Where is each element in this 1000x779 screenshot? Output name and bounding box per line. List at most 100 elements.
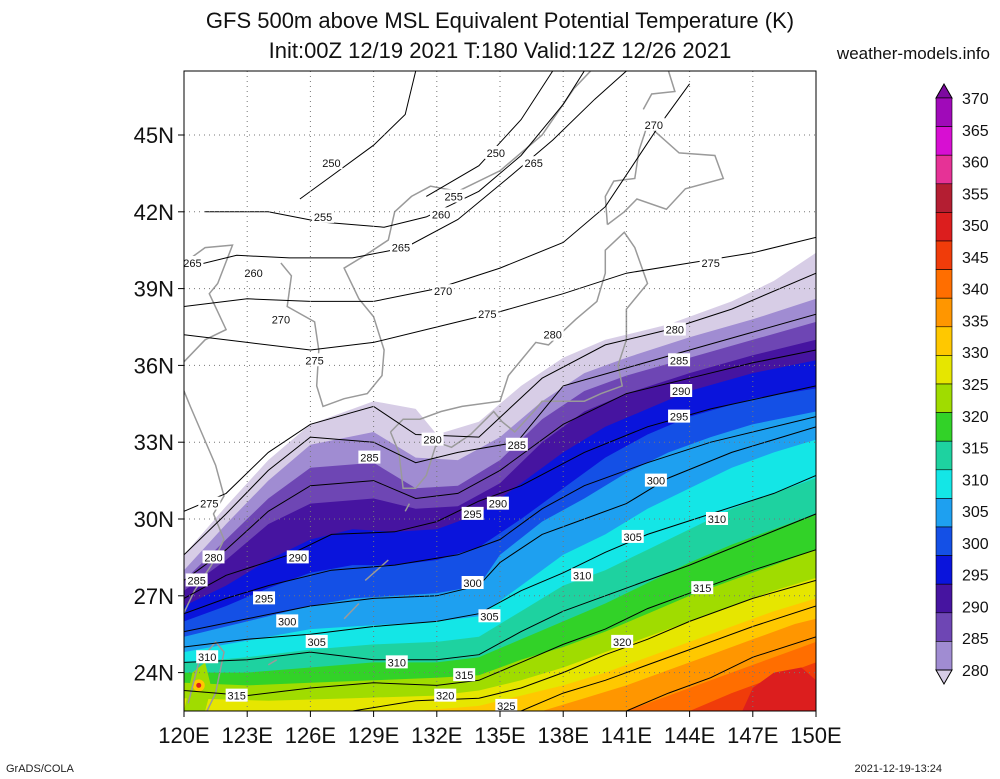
contour-label: 300 xyxy=(461,576,484,590)
contour-label: 290 xyxy=(286,550,309,564)
contour-label-text: 295 xyxy=(463,509,481,521)
contour-label: 280 xyxy=(663,322,686,337)
contour-label: 310 xyxy=(571,568,594,582)
contour-label: 265 xyxy=(389,240,412,255)
contour-line xyxy=(184,313,816,556)
colorbar-label: 350 xyxy=(962,218,989,235)
contour-label-text: 315 xyxy=(227,691,245,703)
contour-label-text: 300 xyxy=(278,616,296,628)
contour-label-text: 270 xyxy=(434,286,452,298)
contour-label: 305 xyxy=(621,529,644,544)
contour-label: 275 xyxy=(699,256,722,270)
colorbar-segment xyxy=(935,269,953,299)
contour-label-text: 290 xyxy=(672,386,690,398)
contour-label-text: 305 xyxy=(480,611,498,623)
colorbar-label: 285 xyxy=(962,631,989,648)
colorbar-segment xyxy=(935,440,953,471)
contour-label: 260 xyxy=(430,207,453,221)
contour-label: 310 xyxy=(196,650,219,664)
contour-label: 300 xyxy=(276,614,299,628)
contour-label: 300 xyxy=(644,473,667,488)
colorbar-label: 355 xyxy=(962,186,989,203)
contour-label-text: 270 xyxy=(645,120,663,132)
footer-software: GrADS/COLA xyxy=(6,763,74,775)
contour-label-text: 310 xyxy=(198,652,216,664)
contour-label: 290 xyxy=(670,384,693,398)
contour-label: 275 xyxy=(303,353,326,367)
contour-label-text: 310 xyxy=(388,657,406,669)
contour-label-text: 255 xyxy=(444,191,462,203)
coastline xyxy=(343,602,360,620)
footer-timestamp: 2021-12-19-13:24 xyxy=(854,763,942,775)
contour-label-text: 290 xyxy=(289,552,307,564)
contour-label-text: 250 xyxy=(487,148,505,160)
colorbar-segment xyxy=(935,383,953,413)
contour-label: 285 xyxy=(358,450,381,465)
colorbar-segment xyxy=(935,97,953,127)
contour-label: 275 xyxy=(476,307,499,321)
coastline xyxy=(187,640,225,711)
x-tick-label: 120E xyxy=(158,723,209,748)
y-tick-label: 27N xyxy=(134,584,174,609)
contour-label: 285 xyxy=(185,573,208,587)
site-label[interactable]: weather-models.info xyxy=(836,44,990,63)
coastline xyxy=(280,71,592,408)
colorbar-segment xyxy=(935,612,953,642)
contour-label-text: 260 xyxy=(432,209,450,221)
contour-line xyxy=(184,349,816,581)
shaded-band xyxy=(196,682,202,688)
contour-label: 305 xyxy=(478,609,501,623)
contour-label: 270 xyxy=(269,312,292,326)
contour-label-text: 325 xyxy=(497,701,515,713)
contour-label: 280 xyxy=(202,550,225,564)
contour-label: 265 xyxy=(184,256,204,270)
colorbar-label: 320 xyxy=(962,409,989,426)
colorbar-segment xyxy=(935,154,953,185)
contour-line xyxy=(184,83,691,307)
contour-label-text: 315 xyxy=(693,583,711,595)
colorbar-segment xyxy=(935,212,953,242)
contour-label: 325 xyxy=(495,698,518,713)
contour-line xyxy=(184,71,627,269)
colorbar-top-arrow xyxy=(935,82,953,99)
y-tick-label: 30N xyxy=(134,507,174,532)
contour-label: 270 xyxy=(432,284,455,298)
colorbar-label: 360 xyxy=(962,155,989,172)
contour-label: 250 xyxy=(484,145,507,160)
colorbar-segment xyxy=(935,126,953,156)
map-title: GFS 500m above MSL Equivalent Potential … xyxy=(205,8,795,33)
contour-label: 320 xyxy=(434,688,457,703)
colorbar-segment xyxy=(935,412,953,442)
x-tick-label: 150E xyxy=(790,723,841,748)
x-tick-label: 138E xyxy=(538,723,589,748)
colorbar-label: 280 xyxy=(962,663,989,680)
contour-label-text: 265 xyxy=(392,243,410,255)
contour-label-text: 275 xyxy=(478,309,496,321)
contour-label-text: 285 xyxy=(187,575,205,587)
contour-label-text: 290 xyxy=(489,499,507,511)
x-tick-label: 135E xyxy=(474,723,525,748)
contour-label-text: 310 xyxy=(573,570,591,582)
longitude-ticks: 120E 123E 126E 129E 132E 135E 138E 141E 144E 147E… xyxy=(158,711,842,748)
colorbar-segment xyxy=(935,326,953,356)
colorbar-label: 335 xyxy=(962,313,989,330)
contour-label-text: 295 xyxy=(255,593,273,605)
colorbar-label: 300 xyxy=(962,536,989,553)
colorbar-segment xyxy=(935,355,953,385)
shaded-band xyxy=(742,667,816,711)
contour-label: 315 xyxy=(453,668,476,682)
y-tick-label: 45N xyxy=(134,123,174,148)
colorbar-label: 370 xyxy=(962,91,989,108)
contour-label: 280 xyxy=(421,432,444,447)
contour-label: 315 xyxy=(225,688,248,703)
y-tick-label: 42N xyxy=(134,200,174,225)
contour-label: 295 xyxy=(253,591,276,605)
contour-label: 295 xyxy=(668,409,691,424)
colorbar-segment xyxy=(935,555,953,585)
contour-label-text: 280 xyxy=(543,330,561,342)
coastline xyxy=(642,71,676,110)
colorbar-segment xyxy=(935,183,953,213)
coastline xyxy=(364,559,389,581)
contour-line xyxy=(205,71,585,228)
